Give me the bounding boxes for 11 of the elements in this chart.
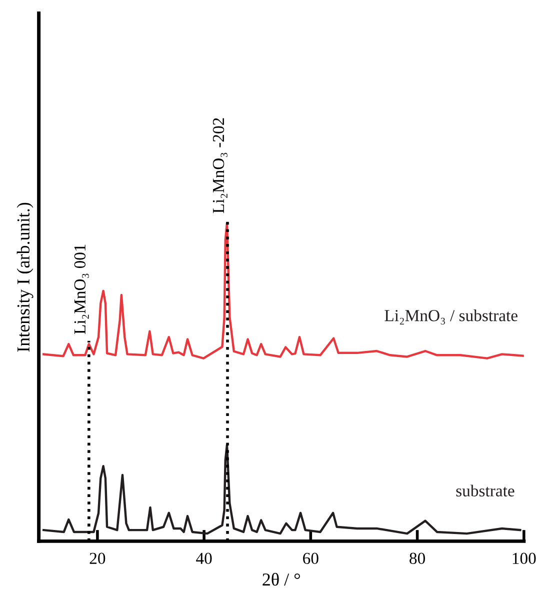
x-tick-label: 80 — [410, 552, 425, 564]
x-tick-label: 20 — [90, 552, 106, 564]
x-tick-label: 60 — [303, 552, 318, 564]
ref-line-label: Li₂MnO₃ 001 — [74, 244, 89, 334]
series-label: Li₂MnO₃ / substrate — [384, 310, 518, 325]
series-label: substrate — [456, 484, 514, 496]
ref-line-label: Li₂MnO₃ -202 — [212, 118, 228, 214]
x-axis-title: 2θ / ° — [262, 572, 300, 586]
x-tick-label: 100 — [512, 552, 536, 564]
x-tick-label: 40 — [196, 552, 212, 564]
y-axis-title: Intensity I (arb.unit.) — [16, 202, 34, 352]
